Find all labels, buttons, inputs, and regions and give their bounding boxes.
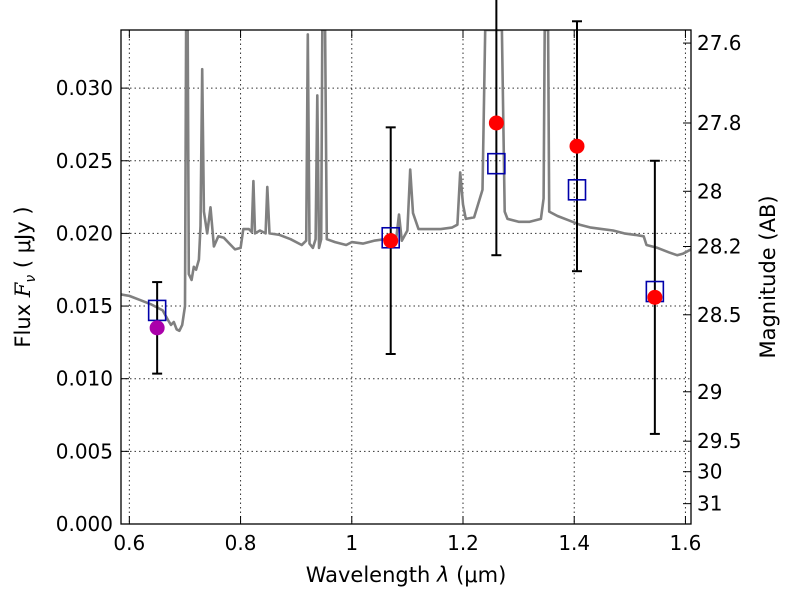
plot-background <box>121 30 691 524</box>
observed-point <box>149 320 165 336</box>
y-tick-label: 0.005 <box>56 439 113 463</box>
y2-axis-title: Magnitude (AB) <box>756 195 780 358</box>
y2-tick-label: 29 <box>697 380 722 404</box>
observed-point <box>647 289 663 305</box>
y-tick-label: 0.020 <box>56 221 113 245</box>
x-axis-title: Wavelength λ (μm) <box>306 563 507 587</box>
y2-tick-label: 30 <box>697 460 722 484</box>
observed-point <box>569 138 585 154</box>
y2-tick-label: 27.6 <box>697 31 742 55</box>
y2-tick-label: 31 <box>697 492 722 516</box>
y2-tick-label: 27.8 <box>697 111 742 135</box>
x-tick-label: 1 <box>345 531 358 555</box>
y-tick-label: 0.025 <box>56 149 113 173</box>
observed-point <box>488 115 504 131</box>
marker-layer <box>147 0 665 435</box>
y2-tick-label: 28 <box>697 179 722 203</box>
x-tick-label: 1.2 <box>447 531 479 555</box>
x-tick-label: 1.6 <box>670 531 702 555</box>
x-tick-label: 0.8 <box>225 531 257 555</box>
y2-tick-label: 29.5 <box>697 429 742 453</box>
y2-tick-label: 28.2 <box>697 234 742 258</box>
observed-point <box>383 233 399 249</box>
x-tick-label: 1.4 <box>558 531 590 555</box>
model-square <box>567 179 587 201</box>
ticks: 0.6 0.8 1 1.2 1.4 1.6 0.000 0.005 0.010 0.015 0.02… <box>56 30 742 555</box>
y-tick-label: 0.000 <box>56 512 113 536</box>
plot-frame <box>120 29 692 525</box>
y-tick-label: 0.015 <box>56 294 113 318</box>
y-axis-title: Flux Fν ( μJy ) <box>11 206 39 347</box>
model-square <box>487 152 506 175</box>
sed-line <box>121 30 691 333</box>
y-tick-label: 0.030 <box>56 76 113 100</box>
y2-tick-label: 28.5 <box>697 303 742 327</box>
x-tick-label: 0.6 <box>113 531 145 555</box>
y-tick-label: 0.010 <box>56 367 113 391</box>
data-layer <box>121 30 691 333</box>
